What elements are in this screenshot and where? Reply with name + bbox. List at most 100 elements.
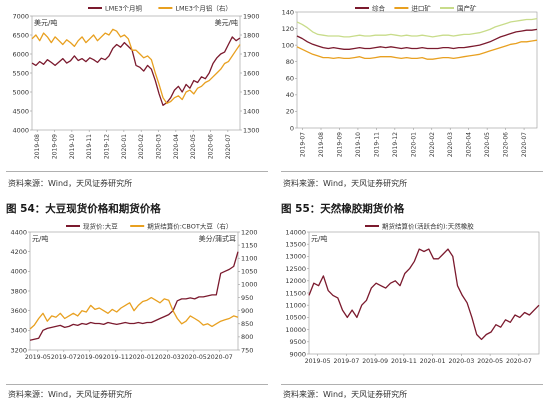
x-tick-label: 2019-11 — [86, 134, 93, 159]
series-line-2 — [296, 17, 538, 38]
chart-rubber-source: 资料来源：Wind，天风证券研究所 — [283, 390, 408, 399]
y-tick-label: 4400 — [10, 228, 27, 236]
legend-label-1: 进口矿 — [411, 4, 431, 13]
y-tick-label: 12000 — [285, 277, 306, 285]
x-tick-label: 2019-12 — [392, 132, 399, 157]
legend-label-0: LME3个月铜 — [105, 4, 142, 13]
left-axis-unit: 元/吨 — [32, 234, 48, 243]
x-tick-label: 2020-02 — [138, 134, 145, 159]
y2-tick-label: 950 — [241, 294, 253, 302]
divider — [6, 171, 268, 172]
x-tick-label: 2019-11 — [373, 132, 380, 157]
x-tick-label: 2020-03 — [447, 132, 454, 157]
chart-lme-metals-svg: 7000 6500 6000 5500 5000 4500 4000 1900 1800 1700… — [12, 4, 260, 160]
y-tick-label: 11000 — [285, 302, 306, 310]
y-tick-label: 5500 — [12, 69, 29, 77]
x-tick-label: 2019-08 — [318, 132, 325, 157]
y2-tick-label: 750 — [241, 346, 253, 354]
x-tick-label: 2020-07 — [521, 132, 528, 157]
x-tick-label: 2020-05 — [484, 132, 491, 157]
legend-label-0: 现货价:大豆 — [83, 222, 118, 231]
x-tick-label: 2020-06 — [503, 132, 510, 157]
y-tick-label: 7000 — [12, 12, 29, 20]
x-tick-label: 2019-11 — [103, 354, 129, 361]
y2-tick-label: 850 — [241, 320, 253, 328]
legend-label-1: 期货结算价:CBOT大豆（右） — [147, 222, 232, 231]
y2-tick-label: 1050 — [241, 268, 258, 276]
x-tick-label: 2019-07 — [333, 358, 359, 365]
legend-label-0: 综合 — [372, 4, 386, 13]
chart-lme-metals: 7000 6500 6000 5500 5000 4500 4000 1900 1800 1700… — [0, 0, 275, 170]
y-tick-label: 4000 — [12, 126, 29, 134]
y-tick-label: 4500 — [12, 107, 29, 115]
y-tick-label: 6000 — [12, 50, 29, 58]
series-line-1 — [31, 28, 241, 105]
y-tick-label: 10000 — [285, 326, 306, 334]
y2-tick-label: 1100 — [241, 255, 258, 263]
y2-tick-label: 1400 — [243, 107, 260, 115]
x-tick-label: 2019-07 — [300, 132, 307, 157]
y-tick-label: 9000 — [289, 350, 306, 358]
x-tick-label: 2020-01 — [410, 132, 417, 157]
y-tick-label: 20 — [286, 108, 294, 116]
y-tick-label: 3200 — [10, 346, 27, 354]
y-tick-label: 14000 — [285, 228, 306, 236]
y-tick-label: 4200 — [10, 248, 27, 256]
x-tick-label: 2020-07 — [506, 358, 532, 365]
legend-label-2: 国产矿 — [457, 4, 477, 13]
divider — [281, 384, 543, 385]
y2-tick-label: 800 — [241, 333, 253, 341]
series-line-0 — [296, 28, 538, 50]
plot-frame — [296, 11, 538, 129]
x-tick-label: 2019-05 — [25, 354, 51, 361]
x-tick-label: 2020-01 — [121, 134, 128, 159]
x-tick-label: 2019-05 — [305, 358, 331, 365]
chart-lme-source: 资料来源：Wind，天风证券研究所 — [8, 179, 133, 188]
divider — [6, 384, 268, 385]
chart-price-index: 140 120 100 80 60 40 20 0 2019-07 2019-08 2019-09 2… — [275, 0, 550, 170]
y-tick-label: 0 — [290, 124, 294, 132]
x-tick-label: 2020-03 — [448, 358, 474, 365]
chart-price-index-svg: 140 120 100 80 60 40 20 0 2019-07 2019-08 2019-09 2… — [282, 4, 538, 157]
y2-tick-label: 900 — [241, 307, 253, 315]
x-tick-label: 2019-07 — [51, 354, 77, 361]
x-tick-label: 2019-12 — [104, 134, 111, 159]
chart-soybean-svg: 4400 4200 4000 3800 3600 3400 3200 1200 1150 1100… — [10, 222, 258, 362]
y2-tick-label: 1900 — [243, 12, 260, 20]
y-tick-label: 3600 — [10, 307, 27, 315]
left-axis-unit: 元/吨 — [311, 234, 327, 243]
y2-tick-label: 1600 — [243, 69, 260, 77]
x-tick-label: 2020-05 — [190, 134, 197, 159]
y-tick-label: 9500 — [289, 338, 306, 346]
y-tick-label: 13500 — [285, 241, 306, 249]
series-line-0 — [308, 248, 540, 341]
series-line-1 — [29, 296, 239, 330]
right-axis-unit: 美分/蒲式耳 — [199, 234, 236, 243]
x-tick-label: 2019-09 — [336, 132, 343, 157]
x-tick-label: 2019-10 — [355, 132, 362, 157]
x-tick-label: 2019-10 — [69, 134, 76, 159]
y-tick-label: 6500 — [12, 31, 29, 39]
chart-index-source: 资料来源：Wind，天风证券研究所 — [283, 179, 408, 188]
x-tick-label: 2019-11 — [391, 358, 417, 365]
y-tick-label: 80 — [286, 58, 294, 66]
x-tick-label: 2020-05 — [477, 358, 503, 365]
legend-label-0: 期货结算价(活跃合约):天然橡胶 — [382, 222, 474, 231]
right-axis-unit: 美元/吨 — [215, 18, 238, 27]
series-line-0 — [31, 36, 241, 106]
left-axis-unit: 美元/吨 — [34, 18, 57, 27]
y-tick-label: 4000 — [10, 268, 27, 276]
y2-tick-label: 1200 — [241, 228, 258, 236]
x-tick-label: 2020-01 — [420, 358, 446, 365]
x-tick-label: 2019-09 — [362, 358, 388, 365]
figure-title-rubber: 图 55：天然橡胶期货价格 — [281, 203, 405, 215]
legend-label-1: LME3个月铝（右） — [175, 4, 231, 13]
y-tick-label: 140 — [282, 8, 294, 16]
y2-tick-label: 1000 — [241, 281, 258, 289]
plot-frame — [29, 231, 239, 351]
y-tick-label: 3400 — [10, 327, 27, 335]
y2-tick-label: 1150 — [241, 241, 258, 249]
y-tick-label: 120 — [282, 25, 294, 33]
x-tick-label: 2019-08 — [34, 134, 41, 159]
chart-soybean: 4400 4200 4000 3800 3600 3400 3200 1200 1150 1100… — [0, 218, 275, 378]
